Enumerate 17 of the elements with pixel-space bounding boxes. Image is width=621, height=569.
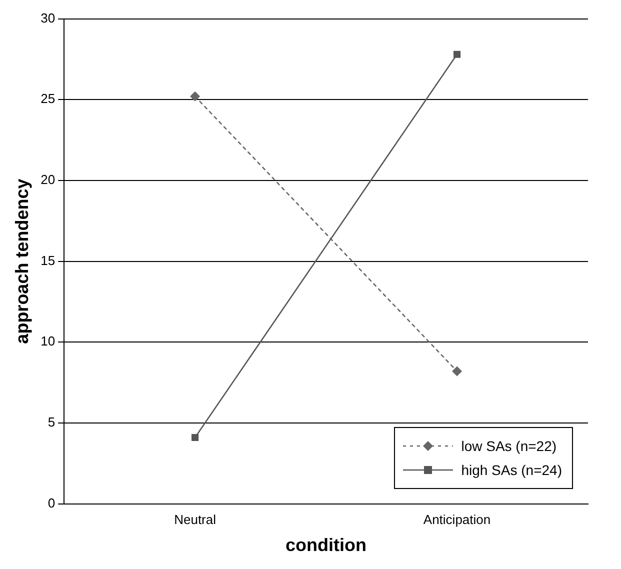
y-tick-label: 30 [40, 10, 56, 26]
legend-label: low SAs (n=22) [461, 438, 557, 454]
x-axis-title: condition [286, 535, 367, 556]
y-tick-label: 15 [40, 252, 56, 268]
point [452, 366, 462, 376]
x-tick-label: Anticipation [423, 512, 491, 528]
y-tick-label: 20 [40, 172, 56, 188]
y-tick-label: 0 [48, 495, 56, 510]
y-tick-label: 5 [48, 414, 56, 430]
x-tick-label: Neutral [174, 512, 216, 528]
point [192, 434, 199, 442]
y-tick-label: 25 [40, 91, 56, 106]
legend-label: high SAs (n=24) [461, 462, 562, 478]
point [453, 50, 461, 58]
point [190, 91, 200, 102]
y-axis-title: approach tendency [12, 178, 32, 344]
y-tick-label: 10 [40, 334, 56, 349]
